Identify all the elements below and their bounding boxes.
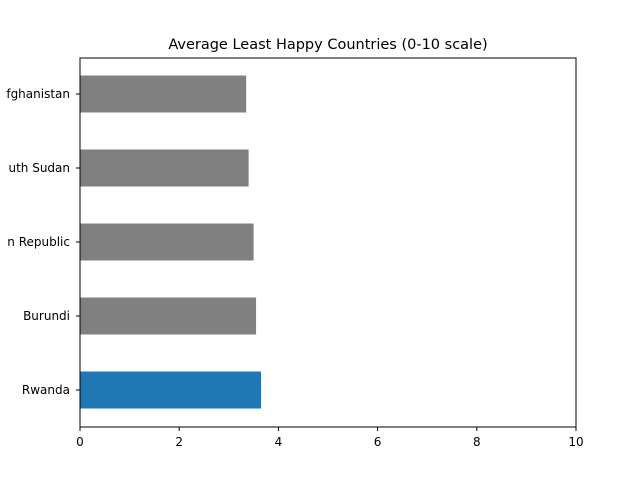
x-tick-label: 2: [175, 435, 183, 449]
y-tick-label: fghanistan: [6, 87, 70, 101]
x-tick-label: 8: [473, 435, 481, 449]
bar-south-sudan: [80, 149, 249, 187]
bars-group: [80, 75, 262, 409]
bar-afghanistan: [80, 75, 247, 113]
y-tick-label: n Republic: [7, 235, 70, 249]
chart-title: Average Least Happy Countries (0-10 scal…: [168, 37, 487, 53]
bar-central-african-republic: [80, 223, 254, 261]
y-axis: Rwanda Burundi n Republic uth Sudan fghanist…: [6, 87, 80, 397]
x-axis: 0 2 4 6 8 10: [76, 427, 584, 449]
y-tick-label: uth Sudan: [8, 161, 70, 175]
plot-frame: [79, 57, 577, 428]
x-tick-label: 4: [275, 435, 283, 449]
bar-burundi: [80, 297, 257, 335]
y-tick-label: Rwanda: [22, 383, 70, 397]
x-tick-label: 0: [76, 435, 84, 449]
x-tick-label: 6: [374, 435, 382, 449]
x-tick-label: 10: [568, 435, 583, 449]
bar-rwanda: [80, 371, 262, 409]
y-tick-label: Burundi: [23, 309, 70, 323]
